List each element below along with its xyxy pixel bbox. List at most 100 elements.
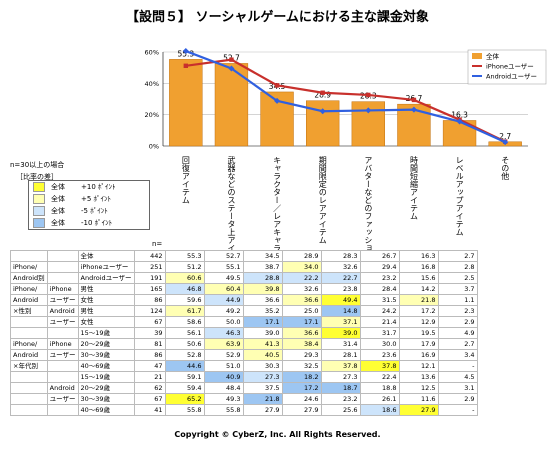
row-subgroup [46,371,79,383]
row-label: 20～29歳 [77,338,135,350]
bar-line-chart: 0%20%40%60%55.352.734.528.928.326.716.32… [145,48,547,250]
row-n: 67 [133,393,166,405]
diff-value: +5 ﾎﾟｲﾝﾄ [81,195,112,203]
table-cell: - [437,360,478,372]
series-line [185,50,506,144]
table-cell: 48.4 [203,382,244,394]
row-label: 全体 [77,250,135,262]
diff-swatch [33,206,45,216]
table-cell: - [437,404,478,416]
row-subgroup: ユーザー [46,349,79,361]
row-group: iPhone/ [10,283,48,295]
row-label: iPhoneユーザー [77,261,135,273]
row-subgroup [46,250,79,262]
table-row: ×性別 Android 男性 124 61.7 49.2 35.2 25.0 14.8 24.2 1… [10,305,478,317]
table-cell: 18.7 [320,382,361,394]
table-cell: 12.1 [398,360,439,372]
table-cell: 12.9 [398,316,439,328]
row-n: 41 [133,404,166,416]
table-cell: 14.2 [398,283,439,295]
row-group [10,371,48,383]
y-tick-label: 20% [145,111,159,119]
category-label: キャラクター／レアキャラクター [273,156,282,250]
series-point [410,106,417,113]
table-cell: 23.6 [359,349,400,361]
table-cell: 24.6 [281,393,322,405]
table-row: 40～69歳 41 55.8 55.8 27.9 27.9 25.6 18.6 27.9- [10,404,478,416]
row-subgroup: iPhone [46,283,79,295]
table-cell: 60.4 [203,283,244,295]
row-n: 251 [133,261,166,273]
table-cell: 13.6 [398,371,439,383]
table-row: ユーザー 女性 67 58.6 50.0 17.1 17.1 37.1 21.4 12.9 2.9 [10,316,478,328]
table-cell: 17.1 [281,316,322,328]
table-cell: 18.2 [281,371,322,383]
table-cell: 2.3 [437,305,478,317]
table-row: 15～19歳 21 59.1 40.9 27.3 18.2 27.3 22.4 13.6 4.5 [10,371,478,383]
table-cell: 14.8 [320,305,361,317]
row-n: 191 [133,272,166,284]
table-cell: 23.8 [320,283,361,295]
table-cell: 16.3 [398,250,439,262]
table-cell: 49.3 [203,393,244,405]
table-cell: 36.6 [242,294,283,306]
category-label: 武器などのステータ上アイテム [227,155,236,250]
note-label: n=30以上の場合 [10,161,65,169]
diff-legend-item: 全体 +5 ﾎﾟｲﾝﾄ [29,193,149,205]
category-label: アバターなどのファッションアイテム [364,156,373,250]
table-cell: 65.2 [164,393,205,405]
row-group [10,316,48,328]
row-group [10,404,48,416]
legend-label: iPhoneユーザー [486,63,534,71]
row-n: 124 [133,305,166,317]
table-cell: 29.4 [359,261,400,273]
table-cell: 17.9 [398,338,439,350]
table-cell: 27.9 [398,404,439,416]
diff-legend-item: 全体 -5 ﾎﾟｲﾝﾄ [29,205,149,217]
series-point [366,92,371,98]
diff-legend-title: ［比率の差］ [16,173,58,181]
data-table: 全体 442 55.3 52.7 34.5 28.9 28.3 26.7 16.3 2.7 iPho… [10,250,478,416]
table-cell: 37.5 [242,382,283,394]
table-cell: 25.0 [281,305,322,317]
table-cell: 2.9 [437,393,478,405]
table-cell: 38.4 [281,338,322,350]
table-cell: 28.3 [320,250,361,262]
series-point [274,83,280,88]
diff-value: +10 ﾎﾟｲﾝﾄ [81,183,116,191]
table-row: ×年代別 40～69歳 47 44.6 51.0 30.3 32.5 37.8 37.8 12.1… [10,360,478,372]
series-point [274,97,281,104]
row-label: 30～39歳 [77,349,135,361]
diff-label: 全体 [51,219,65,227]
table-cell: 60.6 [164,272,205,284]
table-cell: 49.4 [320,294,361,306]
table-cell: 2.7 [437,338,478,350]
row-label: 40～69歳 [77,360,135,372]
row-subgroup [46,360,79,372]
row-group: ×年代別 [10,360,48,372]
row-subgroup [46,272,79,284]
table-row: Android別 Androidユーザー 191 60.6 49.5 28.8 22.2 22… [10,272,478,284]
table-cell: 51.0 [203,360,244,372]
y-tick-label: 60% [145,49,159,57]
table-cell: 23.2 [359,272,400,284]
table-cell: 29.3 [281,349,322,361]
data-label: 28.9 [314,91,331,100]
row-subgroup: Android [46,382,79,394]
table-cell: 44.6 [164,360,205,372]
row-group [10,327,48,339]
series-point [183,63,189,68]
table-cell: 52.9 [203,349,244,361]
table-cell: 26.7 [359,250,400,262]
table-cell: 39.0 [320,327,361,339]
table-cell: 49.5 [203,272,244,284]
table-cell: 11.6 [398,393,439,405]
table-cell: 17.1 [242,316,283,328]
table-cell: 27.3 [320,371,361,383]
table-cell: 55.8 [203,404,244,416]
n-header: n= [152,240,162,248]
table-cell: 22.4 [359,371,400,383]
table-cell: 23.2 [320,393,361,405]
series-point [182,48,189,55]
table-cell: 27.3 [242,371,283,383]
